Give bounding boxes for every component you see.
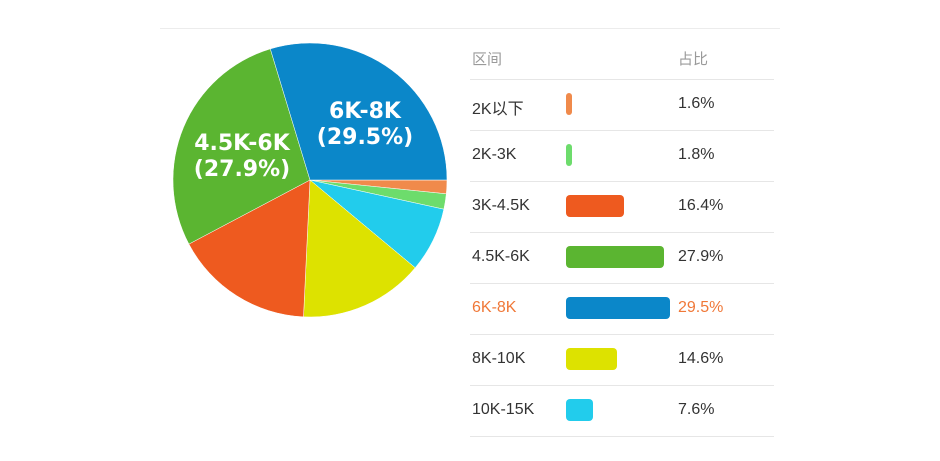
row-share-value: 14.6% [678,350,724,367]
legend-table: 区间 占比 2K以下 1.6% 2K-3K 1.8% 3K-4.5K 16.4% 4.5K-… [470,36,774,437]
header-range: 区间 [472,51,503,68]
row-range-label: 8K-10K [472,350,526,367]
header-share: 占比 [678,51,709,68]
table-header: 区间 占比 [470,36,774,80]
table-row[interactable]: 3K-4.5K 16.4% [470,182,774,233]
row-share-value: 29.5% [678,299,724,316]
slice-label-4.5K-6K-line2: (27.9%) [194,157,290,182]
row-range-label: 6K-8K [472,299,517,316]
row-share-bar [566,348,618,370]
row-range-label: 2K-3K [472,146,517,163]
row-share-value: 27.9% [678,248,724,265]
row-share-bar [566,399,593,421]
row-share-value: 7.6% [678,401,715,418]
slice-label-6K-8K-line1: 6K-8K [329,99,402,124]
row-share-bar [566,93,572,115]
table-row[interactable]: 6K-8K 29.5% [470,284,774,335]
table-row[interactable]: 8K-10K 14.6% [470,335,774,386]
table-row[interactable]: 10K-15K 7.6% [470,386,774,437]
slice-label-4.5K-6K-line1: 4.5K-6K [194,131,291,156]
row-share-bar [566,195,624,217]
pie-chart: 4.5K-6K(27.9%) 6K-8K(29.5%) [172,42,448,318]
pie-slice-6K-8K[interactable] [269,42,448,181]
top-divider [160,28,780,29]
table-row[interactable]: 2K-3K 1.8% [470,131,774,182]
row-range-label: 4.5K-6K [472,248,530,265]
pie-slice-3K-4.5K[interactable] [188,179,311,318]
row-range-label: 2K以下 [472,101,524,118]
row-share-value: 16.4% [678,197,724,214]
slice-label-6K-8K-line2: (29.5%) [317,125,413,150]
row-share-bar [566,144,573,166]
row-share-bar [566,297,670,319]
table-body: 2K以下 1.6% 2K-3K 1.8% 3K-4.5K 16.4% 4.5K-6K 27.9… [470,80,774,437]
pie-slice-8K-10K[interactable] [303,179,416,318]
table-row[interactable]: 2K以下 1.6% [470,80,774,131]
table-row[interactable]: 4.5K-6K 27.9% [470,233,774,284]
row-share-value: 1.8% [678,146,715,163]
pie-slice-4.5K-6K[interactable] [172,48,311,245]
row-range-label: 10K-15K [472,401,535,418]
row-range-label: 3K-4.5K [472,197,530,214]
row-share-value: 1.6% [678,95,715,112]
row-share-bar [566,246,665,268]
